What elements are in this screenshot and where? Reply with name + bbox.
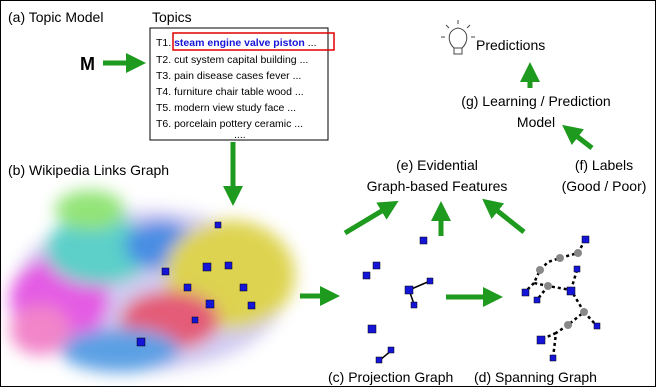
- labels-label: (f) Labels: [575, 157, 633, 173]
- spanning-nodes: [522, 236, 600, 361]
- topic: T6. porcelain pottery ceramic ...: [156, 118, 303, 130]
- graph-blob: [10, 190, 295, 372]
- arrow: [570, 131, 592, 148]
- diagram: (a) Topic Model Topics M T1. steam engin…: [0, 0, 656, 387]
- predictions-label: Predictions: [476, 37, 545, 53]
- matrix-label: M: [80, 54, 95, 74]
- arrow: [490, 205, 524, 232]
- arrow: [345, 206, 390, 233]
- wikipedia-graph-label: (b) Wikipedia Links Graph: [8, 162, 169, 178]
- model-label: Model: [517, 114, 555, 130]
- labels-label: (Good / Poor): [562, 178, 647, 194]
- topics-title: Topics: [152, 9, 192, 25]
- topic: T4. furniture chair table wood ...: [156, 86, 304, 98]
- model-label: (g) Learning / Prediction: [461, 93, 610, 109]
- topic-model-label: (a) Topic Model: [8, 9, 103, 25]
- projection-graph: [363, 237, 433, 363]
- lightbulb-icon: [441, 20, 475, 54]
- topic: T1. steam engine valve piston ...: [156, 37, 317, 49]
- projection-graph-label: (c) Projection Graph: [328, 369, 453, 385]
- topic: ....: [234, 129, 246, 141]
- topic: T3. pain disease cases fever ...: [156, 70, 301, 82]
- features-label: Graph-based Features: [367, 178, 508, 194]
- page: {"topic_model": {"label": "(a) Topic Mod…: [0, 0, 656, 387]
- topic: T2. cut system capital building ...: [156, 54, 308, 66]
- features-label: (e) Evidential: [396, 157, 478, 173]
- topic: T5. modern view study face ...: [156, 102, 296, 114]
- spanning-graph-label: (d) Spanning Graph: [474, 369, 597, 385]
